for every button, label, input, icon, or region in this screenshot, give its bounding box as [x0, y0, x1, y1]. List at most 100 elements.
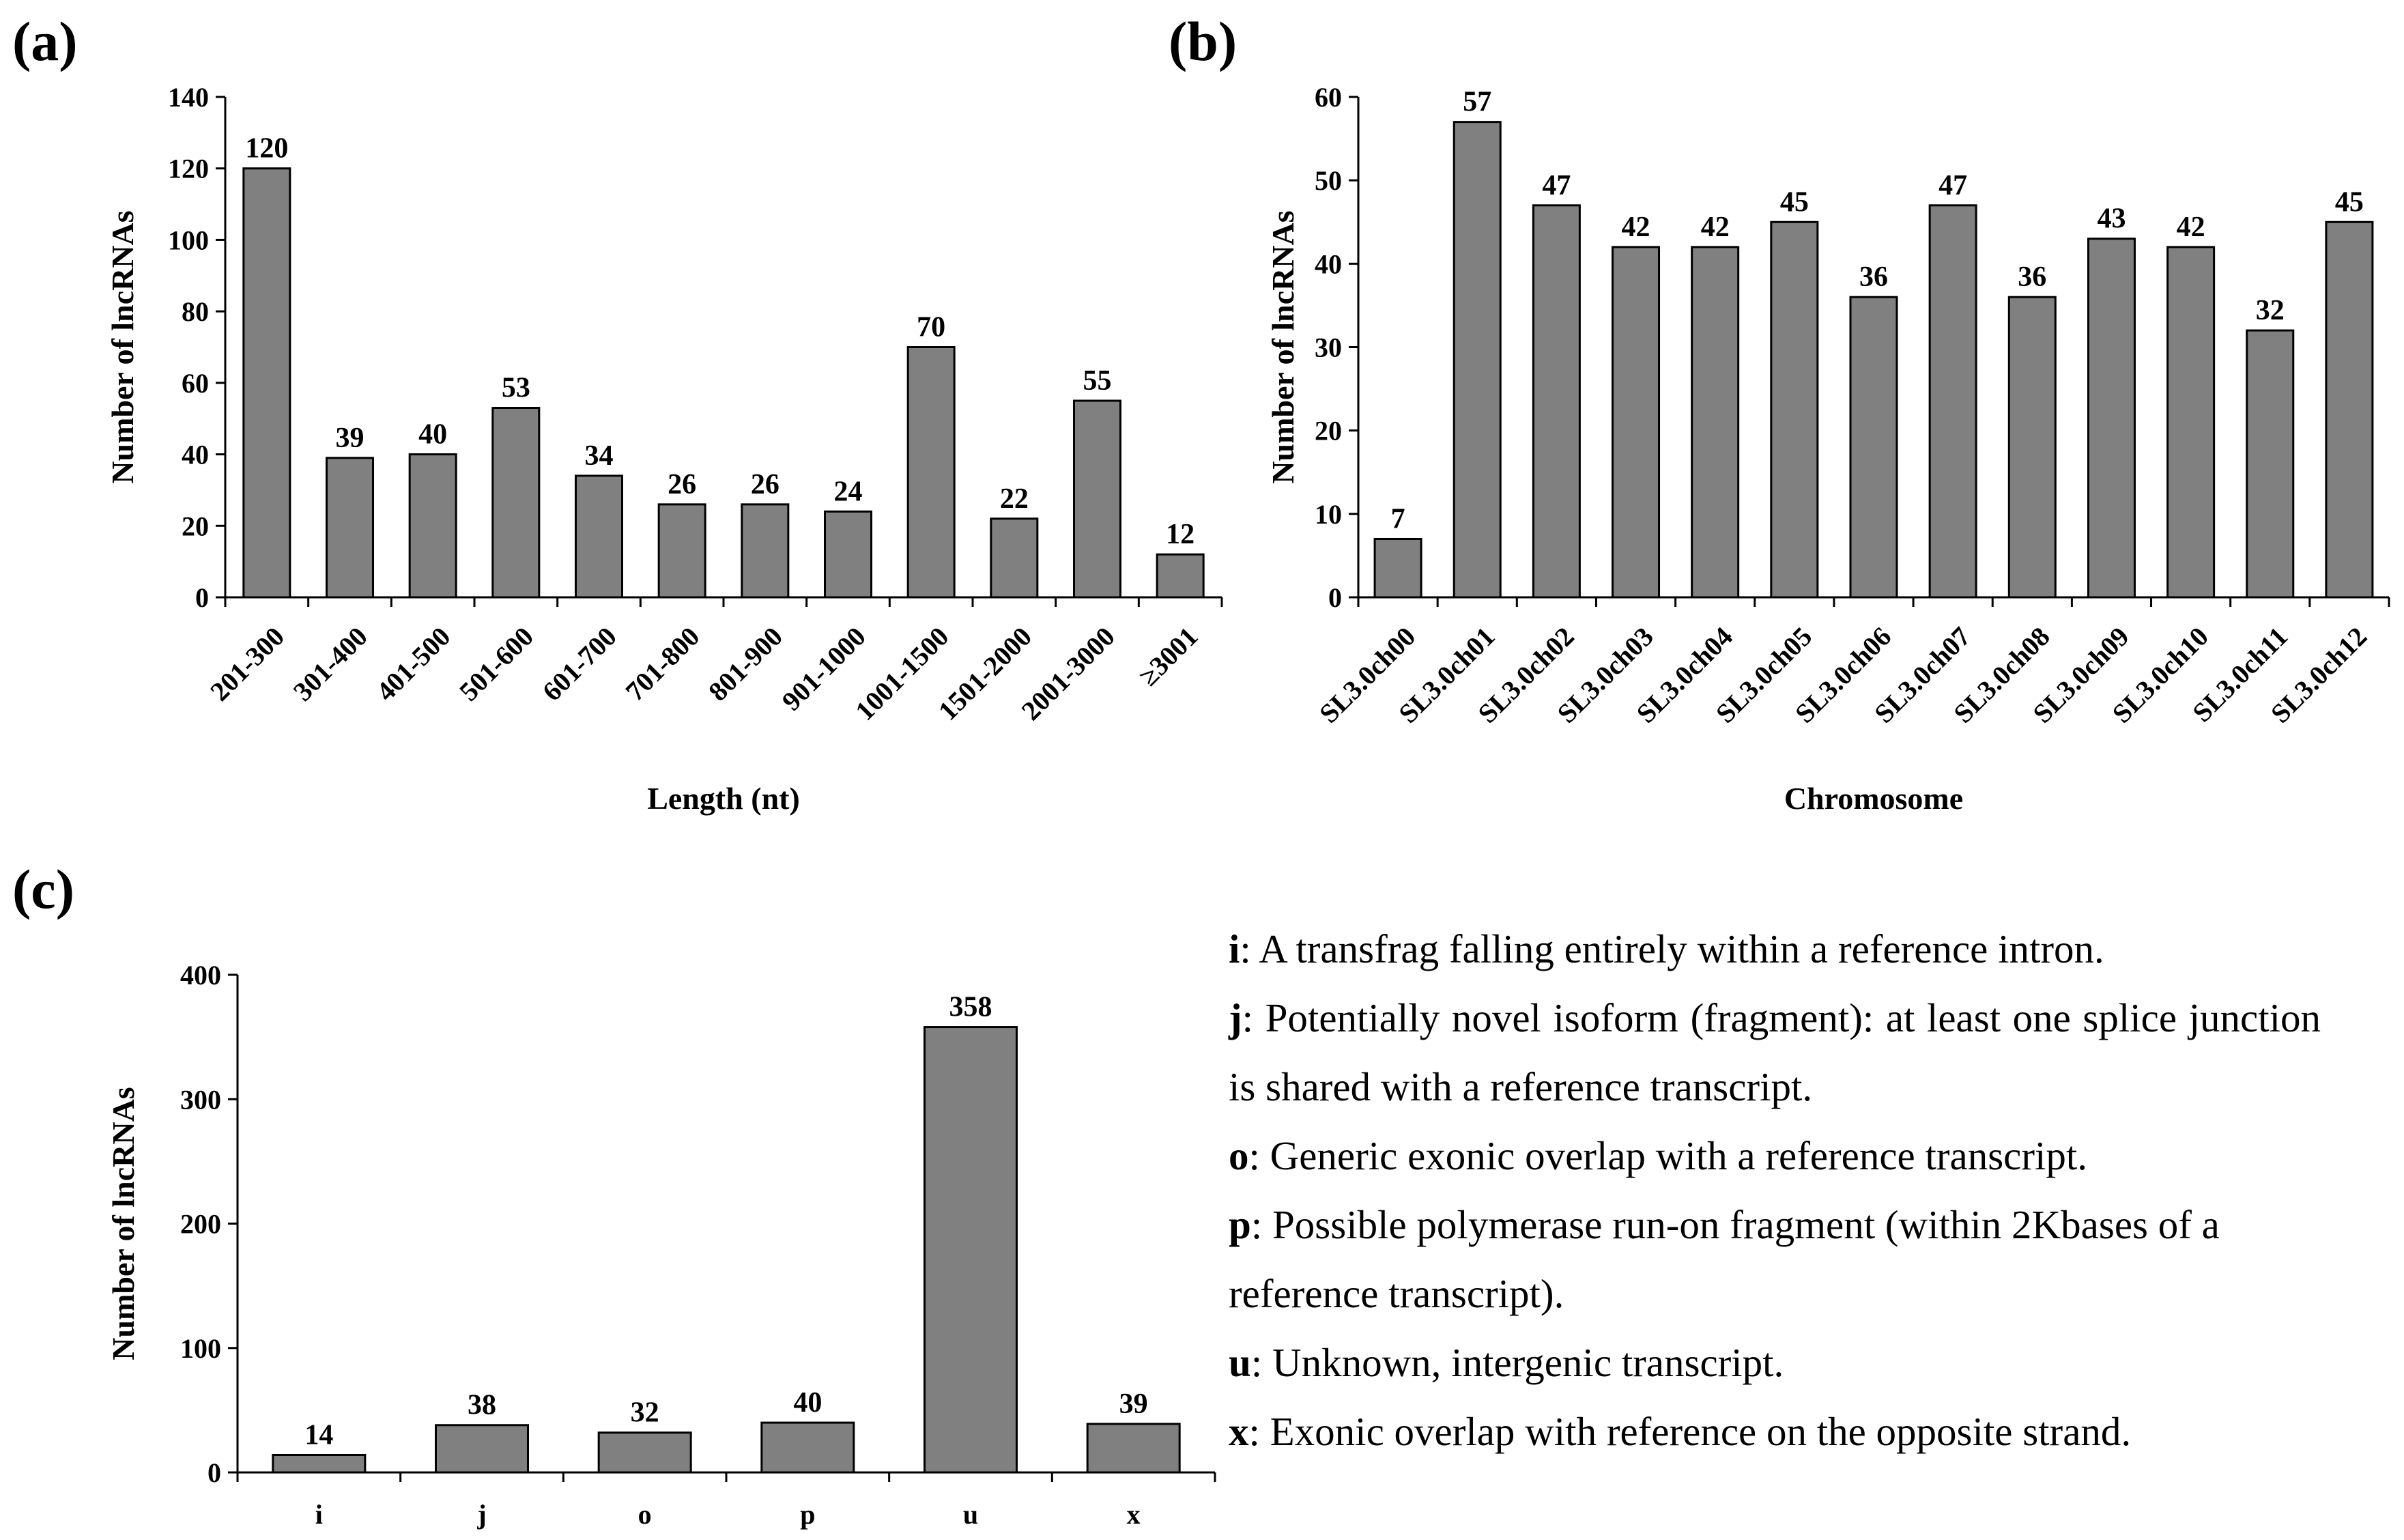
bar: [242, 167, 291, 599]
y-tick-label: 40: [182, 440, 209, 470]
x-axis-title: Length (nt): [647, 781, 800, 816]
y-tick-label: 400: [180, 960, 221, 990]
data-label: 7: [1391, 503, 1405, 534]
y-tick-label: 0: [1328, 582, 1342, 613]
bar: [326, 457, 374, 599]
y-tick-label: 50: [1315, 165, 1342, 196]
y-tick-label: 10: [1315, 499, 1342, 530]
legend-item-o: o: Generic exonic overlap with a referen…: [1229, 1122, 2321, 1190]
legend-text: : Unknown, intergenic transcript.: [1250, 1340, 1784, 1385]
bar: [1073, 399, 1121, 599]
x-tick-label: u: [963, 1499, 978, 1530]
data-label: 26: [668, 469, 696, 500]
y-tick-label: 200: [180, 1209, 221, 1240]
y-tick-label: 80: [182, 296, 209, 327]
legend-key: u: [1229, 1340, 1251, 1385]
bar: [435, 1424, 529, 1474]
bar: [924, 1026, 1018, 1474]
y-axis-title: Number of lncRNAs: [106, 1087, 141, 1360]
legend-text: : Exonic overlap with reference on the o…: [1248, 1409, 2132, 1454]
legend-key: j: [1229, 995, 1242, 1040]
data-label: 45: [1780, 186, 1809, 218]
x-tick-label: j: [476, 1499, 486, 1530]
data-label: 32: [2256, 295, 2285, 326]
legend-key: i: [1229, 926, 1240, 971]
x-tick-label: i: [315, 1499, 323, 1530]
bar: [990, 517, 1039, 599]
data-label: 358: [949, 992, 992, 1023]
data-label: 14: [304, 1419, 333, 1451]
data-label: 38: [468, 1390, 496, 1421]
bar: [657, 503, 706, 599]
legend-key: x: [1229, 1409, 1249, 1454]
data-label: 42: [1622, 212, 1650, 243]
y-tick-label: 40: [1315, 248, 1342, 279]
x-tick-label: 601-700: [536, 621, 623, 707]
legend-key: o: [1229, 1133, 1249, 1178]
y-tick-label: 300: [180, 1084, 221, 1115]
legend-item-j: j: Potentially novel isoform (fragment):…: [1229, 984, 2321, 1122]
x-tick-label: 701-800: [619, 621, 705, 707]
bar: [1086, 1423, 1181, 1474]
y-tick-label: 30: [1315, 332, 1342, 363]
bar: [1453, 121, 1502, 599]
x-tick-label: 801-900: [702, 621, 788, 707]
bar: [741, 503, 790, 599]
chart-panel-b: (b)01020304050607SL3.0ch0057SL3.0ch0147S…: [1169, 10, 2390, 816]
bar: [1373, 537, 1422, 599]
chart-panel-c: (c) 0 100 200 300 400 14 i 38 j 32 o 40 p 358 u 39 x Numbe…: [12, 858, 1216, 1530]
data-label: 36: [1859, 261, 1888, 293]
bar: [824, 510, 872, 599]
legend-text: : Generic exonic overlap with a referenc…: [1248, 1133, 2088, 1178]
data-label: 70: [917, 312, 945, 343]
legend-key: p: [1229, 1202, 1251, 1247]
bar: [597, 1431, 692, 1474]
bar: [906, 346, 956, 599]
y-tick-label: 120: [168, 154, 209, 184]
legend-text: : Possible polymerase run-on fragment (w…: [1229, 1202, 2220, 1316]
bar: [1691, 246, 1740, 599]
y-tick-label: 100: [180, 1333, 221, 1364]
chart-panel-a: (a) 0 20 40 60 80 100 120 140 120 201-300 39 301-400…: [12, 10, 1223, 816]
legend-text: : Potentially novel isoform (fragment): …: [1229, 995, 2321, 1109]
bar: [2166, 246, 2216, 599]
data-label: 47: [1938, 170, 1967, 201]
data-label: 26: [751, 469, 779, 500]
legend-item-u: u: Unknown, intergenic transcript.: [1229, 1328, 2321, 1397]
x-tick-label: 301-400: [287, 621, 373, 707]
data-label: 47: [1542, 170, 1571, 201]
data-label: 43: [2097, 203, 2126, 235]
data-label: 120: [245, 133, 288, 165]
y-tick-label: 60: [182, 368, 209, 399]
data-label: 45: [2335, 186, 2364, 218]
bar: [2246, 329, 2295, 599]
panel-label: (c): [12, 858, 74, 920]
data-label: 12: [1166, 519, 1194, 550]
x-tick-label: 201-300: [204, 621, 290, 707]
bar: [408, 453, 457, 599]
legend-text: : A transfrag falling entirely within a …: [1240, 926, 2104, 971]
panel-label: (a): [12, 10, 78, 72]
bar: [2087, 238, 2136, 599]
data-label: 39: [1119, 1388, 1148, 1420]
y-tick-label: 20: [182, 511, 209, 541]
data-label: 53: [502, 373, 530, 404]
data-label: 22: [1000, 483, 1029, 515]
legend-item-x: x: Exonic overlap with reference on the …: [1229, 1397, 2321, 1466]
x-tick-label: x: [1127, 1499, 1141, 1530]
bar: [2007, 296, 2057, 599]
bar: [575, 474, 623, 599]
x-tick-label: p: [800, 1499, 815, 1530]
y-tick-label: 140: [168, 82, 209, 113]
data-label: 36: [2018, 261, 2046, 293]
y-tick-label: 20: [1315, 416, 1342, 446]
data-label: 42: [2177, 212, 2205, 243]
data-label: 42: [1701, 212, 1730, 243]
x-tick-label: 401-500: [370, 621, 456, 707]
bar: [1532, 204, 1581, 599]
category-legend: i: A transfrag falling entirely within a…: [1229, 915, 2321, 1466]
x-tick-label: 501-600: [453, 621, 539, 707]
y-tick-label: 0: [208, 1457, 221, 1488]
data-label: 57: [1463, 87, 1491, 118]
